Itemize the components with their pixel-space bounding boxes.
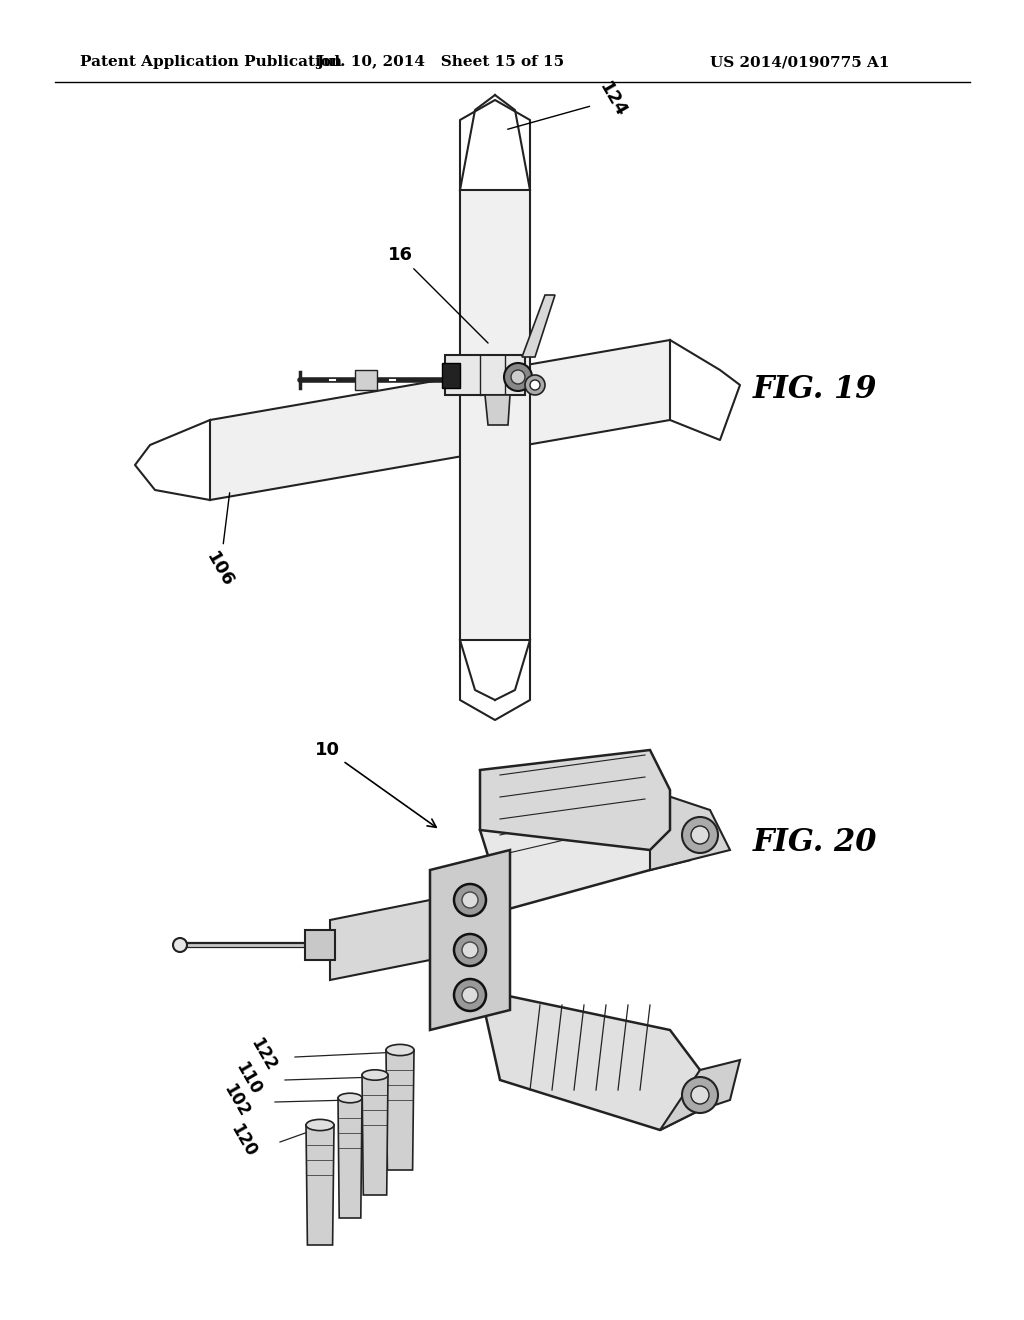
Circle shape [454,884,486,916]
Bar [305,931,335,960]
Polygon shape [480,990,700,1130]
Circle shape [462,942,478,958]
Ellipse shape [338,1093,362,1102]
Text: Jul. 10, 2014   Sheet 15 of 15: Jul. 10, 2014 Sheet 15 of 15 [316,55,564,69]
Ellipse shape [386,1044,414,1056]
Text: 120: 120 [227,1121,260,1159]
Text: 110: 110 [232,1059,265,1097]
Text: FIG. 19: FIG. 19 [753,374,878,405]
Circle shape [511,370,525,384]
Polygon shape [386,1049,414,1170]
Text: 106: 106 [203,492,238,591]
Bar [445,355,525,395]
Text: 16: 16 [387,246,488,343]
Polygon shape [522,294,555,356]
Circle shape [682,1077,718,1113]
Bar [442,363,460,388]
Text: FIG. 20: FIG. 20 [753,826,878,858]
Circle shape [462,892,478,908]
Text: 122: 122 [247,1035,280,1074]
Circle shape [454,935,486,966]
Circle shape [691,1086,709,1104]
Polygon shape [480,750,670,850]
Circle shape [504,363,532,391]
Polygon shape [460,190,530,640]
Ellipse shape [362,1069,388,1080]
Polygon shape [485,395,510,425]
Ellipse shape [306,1119,334,1131]
Circle shape [691,826,709,843]
Polygon shape [306,1125,334,1245]
Circle shape [525,375,545,395]
Polygon shape [210,341,670,500]
Text: 124: 124 [508,79,630,129]
Circle shape [530,380,540,389]
Polygon shape [330,900,430,979]
Text: Patent Application Publication: Patent Application Publication [80,55,342,69]
Circle shape [173,939,187,952]
Text: 102: 102 [220,1081,253,1119]
Polygon shape [430,850,510,1030]
Polygon shape [480,789,690,909]
Bar [355,370,377,389]
Circle shape [462,987,478,1003]
Polygon shape [362,1074,388,1195]
Polygon shape [338,1098,362,1218]
Circle shape [682,817,718,853]
Text: 10: 10 [315,741,436,828]
Text: US 2014/0190775 A1: US 2014/0190775 A1 [710,55,890,69]
Polygon shape [660,1060,740,1130]
Circle shape [454,979,486,1011]
Polygon shape [650,789,730,870]
